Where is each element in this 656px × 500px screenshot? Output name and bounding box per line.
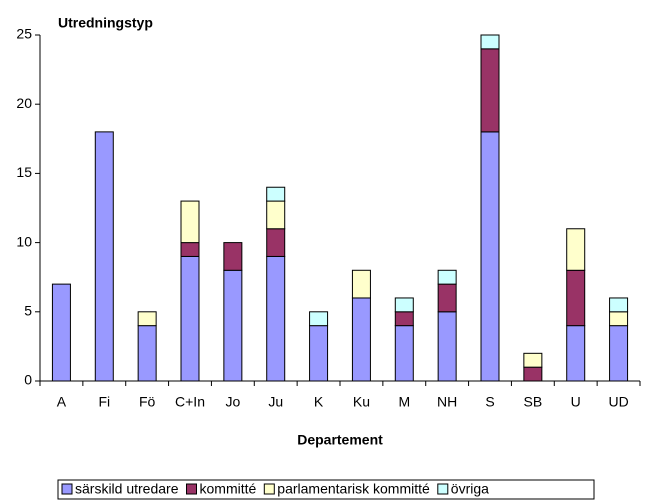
bar-segment: [223, 269, 243, 382]
x-tick-label: K: [314, 394, 324, 410]
bar-segment: [51, 283, 71, 382]
bar-segment: [437, 269, 457, 285]
legend-label: övriga: [451, 481, 489, 497]
legend-label: kommitté: [200, 481, 257, 497]
bar-segment: [523, 352, 543, 368]
bar-segment: [394, 297, 414, 313]
bar-segment: [137, 311, 157, 327]
bar-segment: [566, 325, 586, 382]
y-tick-label: 20: [16, 95, 32, 111]
legend-swatch: [61, 483, 73, 495]
bar-segment: [566, 228, 586, 271]
y-tick-label: 0: [24, 372, 32, 388]
bar-segment: [266, 186, 286, 202]
x-tick-label: NH: [437, 394, 457, 410]
bar-segment: [437, 311, 457, 382]
x-tick-label: Fö: [139, 394, 156, 410]
x-tick-label: Ku: [353, 394, 370, 410]
x-tick-label: A: [57, 394, 67, 410]
y-tick-label: 5: [24, 303, 32, 319]
x-tick-label: Jo: [225, 394, 240, 410]
x-axis-label: Departement: [297, 432, 383, 448]
bar-segment: [609, 325, 629, 382]
bar-segment: [137, 325, 157, 382]
bar-segment: [266, 255, 286, 382]
bar-segment: [266, 228, 286, 257]
bar-segment: [180, 255, 200, 382]
x-tick-label: SB: [524, 394, 543, 410]
bar-segment: [523, 366, 543, 382]
bar-segment: [394, 325, 414, 382]
x-tick-label: M: [398, 394, 410, 410]
x-tick-label: UD: [608, 394, 628, 410]
bar-segment: [566, 269, 586, 327]
x-tick-label: Fi: [98, 394, 110, 410]
bar-segment: [180, 242, 200, 257]
legend-swatch: [263, 483, 275, 495]
legend-label: särskild utredare: [75, 481, 179, 497]
bar-segment: [609, 297, 629, 313]
bar-segment: [351, 269, 371, 299]
y-tick-label: 25: [16, 26, 32, 42]
bar-segment: [180, 200, 200, 244]
y-tick-label: 10: [16, 233, 32, 249]
x-tick-label: Ju: [268, 394, 283, 410]
bar-segment: [437, 283, 457, 313]
y-tick-label: 15: [16, 164, 32, 180]
x-tick-label: U: [571, 394, 581, 410]
chart-title: Utredningstyp: [58, 15, 153, 31]
bar-segment: [480, 48, 500, 133]
bar-segment: [309, 311, 329, 327]
bar-segment: [94, 131, 114, 382]
x-tick-label: C+In: [175, 394, 205, 410]
bar-segment: [351, 297, 371, 382]
bar-segment: [394, 311, 414, 327]
legend-label: parlamentarisk kommitté: [277, 481, 430, 497]
legend-swatch: [437, 483, 449, 495]
bar-segment: [480, 34, 500, 50]
x-tick-label: S: [485, 394, 494, 410]
legend-swatch: [186, 483, 197, 495]
bar-segment: [480, 131, 500, 382]
bar-segment: [266, 200, 286, 230]
bar-segment: [223, 242, 243, 271]
bar-segment: [609, 311, 629, 327]
bar-segment: [309, 325, 329, 382]
